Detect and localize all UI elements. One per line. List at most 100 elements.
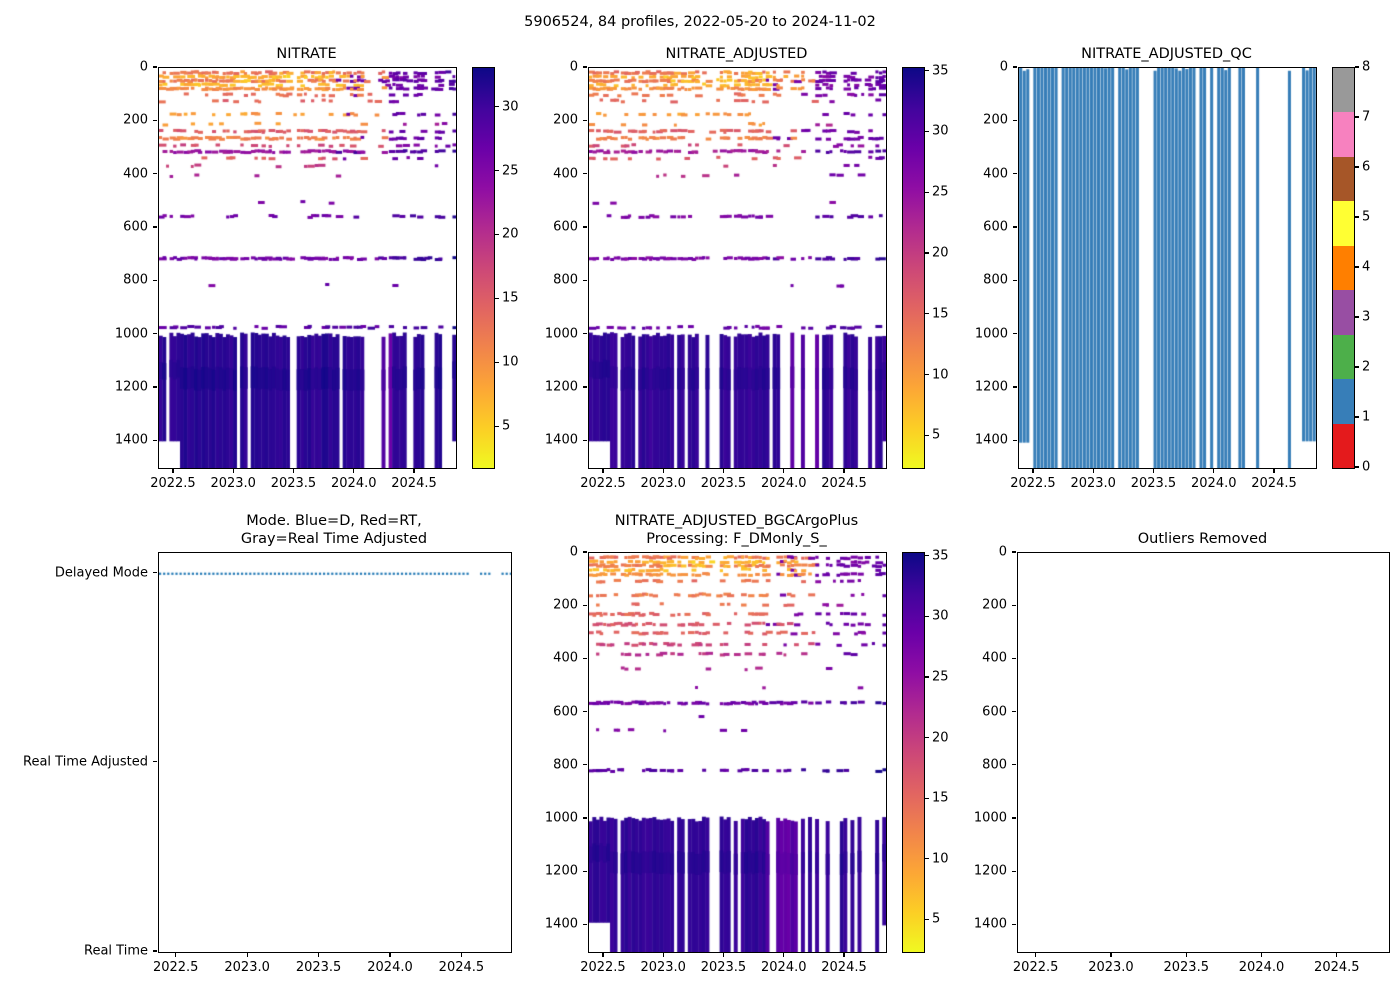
colorbar-tick-label: 10 [502, 354, 519, 370]
y-tick-mark [583, 66, 587, 68]
y-tick-label: 1200 [973, 863, 1007, 879]
y-tick-mark [583, 226, 587, 228]
y-tick-label: 200 [553, 112, 578, 128]
qc-colorbar-segment [1333, 334, 1354, 380]
colorbar-tick-label: 25 [932, 669, 949, 685]
nitrate-canvas [159, 68, 456, 468]
y-tick-mark [153, 173, 157, 175]
y-tick-label: 1200 [974, 379, 1008, 395]
colorbar-tick-label: 35 [932, 63, 949, 79]
y-tick-label: 0 [569, 59, 578, 75]
x-tick-mark [843, 953, 845, 957]
colorbar-tick-mark [925, 191, 929, 193]
y-tick-mark [1013, 173, 1017, 175]
qc-colorbar-segment [1333, 245, 1354, 291]
y-tick-mark [1013, 439, 1017, 441]
qc-colorbar-segment [1333, 68, 1354, 113]
y-tick-label: 1000 [973, 810, 1007, 826]
x-tick-label: 2022.5 [580, 476, 626, 491]
x-tick-mark [246, 953, 248, 957]
colorbar-bgc [902, 552, 925, 953]
y-tick-mark [153, 66, 157, 68]
y-tick-mark [1013, 66, 1017, 68]
qc-colorbar-segment [1333, 112, 1354, 157]
y-tick-mark [583, 173, 587, 175]
qc-colorbar-segment [1333, 290, 1354, 335]
colorbar-qc [1332, 67, 1355, 469]
y-tick-label: 400 [983, 166, 1008, 182]
panel-title-bgc: NITRATE_ADJUSTED_BGCArgoPlus Processing:… [614, 513, 859, 547]
y-tick-mark [153, 333, 157, 335]
x-tick-label: 2022.5 [1012, 960, 1059, 975]
x-tick-mark [602, 469, 604, 473]
x-tick-mark [783, 469, 785, 473]
qc-canvas [1019, 68, 1316, 468]
qc-colorbar-segment [1333, 156, 1354, 202]
x-tick-label: 2024.0 [331, 476, 377, 491]
colorbar-tick-label: 20 [502, 226, 519, 242]
colorbar-tick-mark [925, 373, 929, 376]
x-tick-mark [783, 953, 785, 957]
y-tick-mark [1012, 711, 1016, 713]
colorbar-tick-mark [925, 130, 929, 133]
y-tick-label: 600 [123, 219, 148, 235]
y-tick-mark [583, 923, 587, 925]
colorbar-tick-mark [1355, 416, 1359, 418]
plot-area-bgc [588, 552, 887, 953]
y-tick-mark [1012, 604, 1016, 606]
y-tick-label: Real Time [84, 943, 148, 959]
colorbar-tick-label: 30 [932, 123, 949, 139]
x-tick-label: 2024.5 [821, 960, 867, 975]
colorbar-tick-label: 1 [1362, 409, 1371, 425]
y-tick-label: 1400 [974, 432, 1008, 448]
colorbar-tick-label: 20 [932, 245, 949, 261]
y-tick-label: 400 [553, 650, 578, 666]
colorbar-tick-label: 4 [1362, 259, 1371, 275]
y-tick-mark [1013, 226, 1017, 228]
colorbar-tick-mark [925, 918, 929, 921]
y-tick-mark [583, 119, 587, 121]
colorbar-tick-label: 8 [1362, 59, 1371, 75]
x-tick-mark [1213, 469, 1215, 473]
y-tick-label: 1400 [544, 916, 578, 932]
y-tick-label: 800 [553, 757, 578, 773]
x-tick-mark [1260, 953, 1263, 957]
colorbar-tick-mark [495, 106, 499, 108]
outliers-canvas [1018, 553, 1389, 952]
x-tick-label: 2024.0 [367, 960, 413, 975]
plot-area-mode [158, 552, 512, 953]
colorbar-tick-label: 5 [1362, 209, 1371, 225]
y-tick-label: Delayed Mode [54, 565, 148, 581]
y-tick-label: 200 [982, 597, 1007, 613]
colorbar-tick-mark [1355, 366, 1359, 368]
colorbar-tick-label: 15 [932, 790, 949, 806]
qc-colorbar-segment [1333, 379, 1354, 424]
x-tick-label: 2023.0 [640, 476, 686, 491]
y-tick-mark [1012, 870, 1016, 872]
y-tick-label: 400 [553, 166, 578, 182]
y-tick-mark [153, 226, 157, 228]
x-tick-mark [172, 469, 174, 473]
y-tick-mark [583, 870, 587, 872]
y-tick-mark [1012, 764, 1016, 766]
x-tick-mark [722, 469, 725, 473]
x-tick-label: 2024.0 [761, 476, 807, 491]
x-tick-mark [662, 953, 664, 957]
y-tick-label: 1400 [114, 432, 148, 448]
y-tick-label: 400 [123, 166, 148, 182]
x-tick-label: 2023.5 [1130, 476, 1177, 491]
y-tick-mark [153, 950, 157, 952]
colorbar-tick-label: 5 [932, 427, 941, 443]
x-tick-label: 2023.0 [224, 960, 270, 975]
y-tick-mark [583, 657, 587, 659]
x-tick-mark [1336, 953, 1338, 957]
colorbar-tick-label: 20 [932, 730, 949, 746]
y-tick-mark [1012, 817, 1016, 819]
panel-title-nitrate: NITRATE [276, 46, 337, 62]
colorbar-tick-mark [1355, 116, 1359, 118]
colorbar-tick-label: 5 [932, 911, 941, 927]
colorbar-tick-label: 30 [502, 99, 519, 115]
x-tick-label: 2023.0 [1070, 476, 1116, 491]
colorbar-tick-mark [495, 425, 499, 427]
x-tick-mark [1035, 953, 1037, 957]
